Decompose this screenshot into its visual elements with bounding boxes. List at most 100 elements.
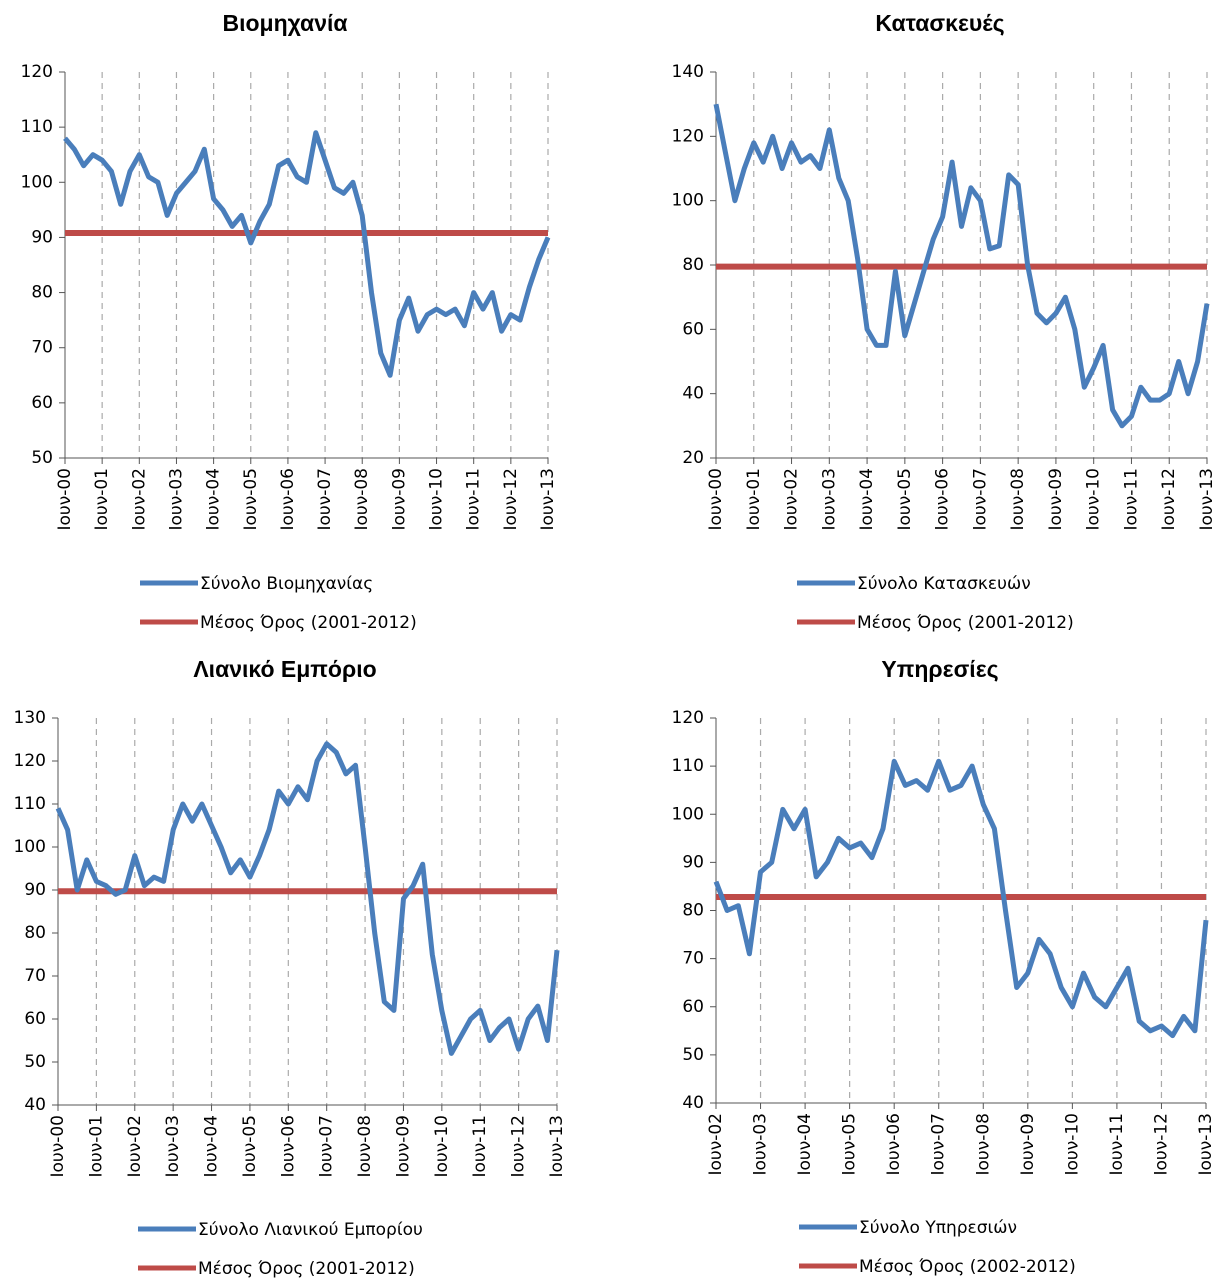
legend-label: Μέσος Όρος (2002-2012)	[859, 1257, 1076, 1277]
x-tick-label: Ιουν-05	[240, 1115, 260, 1178]
x-tick-label: Ιουν-12	[1159, 468, 1179, 531]
x-tick-label: Ιουν-05	[840, 1113, 860, 1176]
y-tick-label: 120	[672, 708, 704, 728]
x-tick-label: Ιουν-01	[92, 468, 112, 531]
x-tick-label: Ιουν-10	[1084, 468, 1104, 531]
x-tick-label: Ιουν-11	[464, 468, 484, 531]
legend-label: Σύνολο Κατασκευών	[857, 574, 1031, 594]
x-tick-label: Ιουν-09	[393, 1115, 413, 1178]
y-tick-label: 100	[672, 804, 704, 824]
x-tick-label: Ιουν-01	[744, 468, 764, 531]
x-tick-label: Ιουν-08	[355, 1115, 375, 1178]
x-tick-label: Ιουν-09	[1018, 1113, 1038, 1176]
y-tick-label: 50	[682, 1045, 704, 1065]
y-tick-label: 60	[24, 1009, 46, 1029]
y-tick-label: 100	[14, 837, 46, 857]
legend-label: Μέσος Όρος (2001-2012)	[200, 613, 417, 633]
x-tick-label: Ιουν-09	[389, 468, 409, 531]
legend-label: Μέσος Όρος (2001-2012)	[857, 613, 1074, 633]
x-tick-label: Ιουν-10	[427, 468, 447, 531]
y-tick-label: 50	[24, 1052, 46, 1072]
y-tick-label: 120	[21, 62, 53, 82]
x-tick-label: Ιουν-10	[1062, 1113, 1082, 1176]
legend-label: Σύνολο Υπηρεσιών	[859, 1218, 1017, 1238]
x-tick-label: Ιουν-04	[857, 468, 877, 531]
y-tick-label: 90	[31, 227, 53, 247]
y-tick-label: 90	[24, 880, 46, 900]
y-tick-label: 70	[682, 949, 704, 969]
x-tick-label: Ιουν-13	[1196, 1113, 1216, 1176]
y-tick-label: 80	[31, 283, 53, 303]
x-tick-label: Ιουν-06	[278, 468, 298, 531]
y-tick-label: 110	[14, 794, 46, 814]
x-tick-label: Ιουν-11	[470, 1115, 490, 1178]
x-tick-label: Ιουν-09	[1046, 468, 1066, 531]
x-tick-label: Ιουν-12	[509, 1115, 529, 1178]
chart-title: Υπηρεσίες	[881, 656, 998, 682]
y-tick-label: 80	[24, 923, 46, 943]
x-tick-label: Ιουν-07	[970, 468, 990, 531]
x-tick-label: Ιουν-00	[48, 1115, 68, 1178]
x-tick-label: Ιουν-03	[163, 1115, 183, 1178]
series-line	[55, 741, 560, 1056]
x-tick-label: Ιουν-00	[55, 468, 75, 531]
y-tick-label: 80	[682, 901, 704, 921]
y-tick-label: 100	[21, 172, 53, 192]
y-tick-label: 40	[682, 1093, 704, 1113]
x-tick-label: Ιουν-06	[884, 1113, 904, 1176]
x-tick-label: Ιουν-03	[751, 1113, 771, 1176]
y-tick-label: 60	[682, 319, 704, 339]
y-tick-label: 60	[682, 997, 704, 1017]
y-tick-label: 120	[14, 751, 46, 771]
y-tick-label: 50	[31, 448, 53, 468]
x-tick-label: Ιουν-08	[1008, 468, 1028, 531]
y-tick-label: 120	[672, 126, 704, 146]
x-tick-label: Ιουν-11	[1121, 468, 1141, 531]
chart-title: Βιομηχανία	[222, 10, 347, 36]
y-tick-label: 40	[682, 384, 704, 404]
x-tick-label: Ιουν-03	[819, 468, 839, 531]
x-tick-label: Ιουν-13	[538, 468, 558, 531]
x-tick-label: Ιουν-02	[782, 468, 802, 531]
x-tick-label: Ιουν-13	[1197, 468, 1217, 531]
y-tick-label: 110	[21, 117, 53, 137]
legend-label: Μέσος Όρος (2001-2012)	[198, 1259, 415, 1279]
x-tick-label: Ιουν-08	[352, 468, 372, 531]
x-tick-label: Ιουν-00	[706, 468, 726, 531]
x-tick-label: Ιουν-03	[166, 468, 186, 531]
x-tick-label: Ιουν-02	[129, 468, 149, 531]
y-tick-label: 100	[672, 191, 704, 211]
y-tick-label: 60	[31, 393, 53, 413]
legend-label: Σύνολο Λιανικού Εμπορίου	[198, 1220, 423, 1240]
x-tick-label: Ιουν-04	[202, 1115, 222, 1178]
x-tick-label: Ιουν-11	[1107, 1113, 1127, 1176]
x-tick-label: Ιουν-07	[315, 468, 335, 531]
x-tick-label: Ιουν-10	[432, 1115, 452, 1178]
x-tick-label: Ιουν-02	[706, 1113, 726, 1176]
x-tick-label: Ιουν-07	[317, 1115, 337, 1178]
x-tick-label: Ιουν-07	[929, 1113, 949, 1176]
x-tick-label: Ιουν-05	[241, 468, 261, 531]
x-tick-label: Ιουν-02	[125, 1115, 145, 1178]
y-tick-label: 40	[24, 1095, 46, 1115]
legend-label: Σύνολο Βιομηχανίας	[200, 574, 373, 594]
x-tick-label: Ιουν-12	[501, 468, 521, 531]
x-tick-label: Ιουν-04	[795, 1113, 815, 1176]
y-tick-label: 140	[672, 62, 704, 82]
x-tick-label: Ιουν-01	[86, 1115, 106, 1178]
x-tick-label: Ιουν-06	[933, 468, 953, 531]
series-line	[63, 130, 551, 378]
series-line	[713, 103, 1210, 429]
y-tick-label: 20	[682, 448, 704, 468]
x-tick-label: Ιουν-13	[547, 1115, 567, 1178]
x-tick-label: Ιουν-05	[895, 468, 915, 531]
y-tick-label: 80	[682, 255, 704, 275]
y-tick-label: 70	[31, 338, 53, 358]
chart-title: Κατασκευές	[875, 10, 1004, 36]
x-tick-label: Ιουν-08	[973, 1113, 993, 1176]
y-tick-label: 110	[672, 756, 704, 776]
x-tick-label: Ιουν-04	[204, 468, 224, 531]
y-tick-label: 90	[682, 852, 704, 872]
series-line	[713, 758, 1209, 1039]
